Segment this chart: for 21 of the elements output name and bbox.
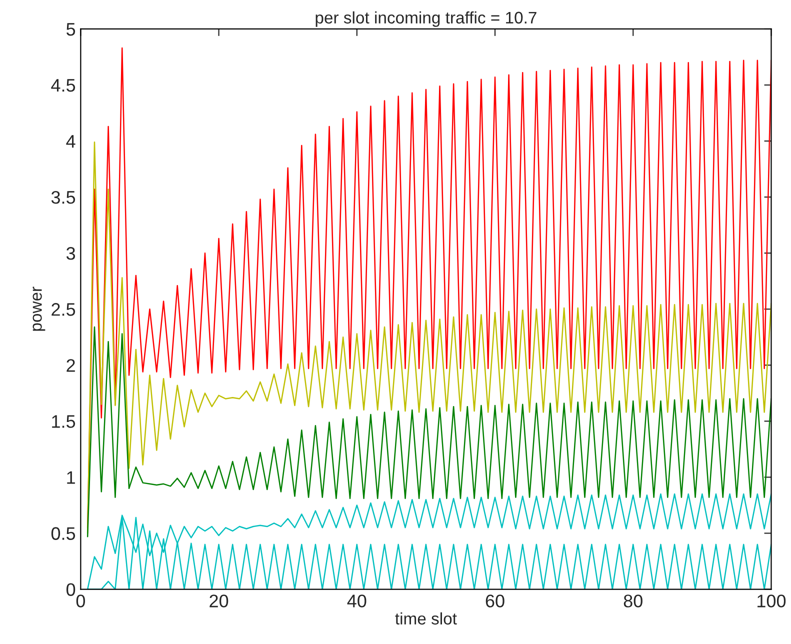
x-tick-label: 0 — [76, 594, 85, 608]
y-tick-label: 4.5 — [51, 79, 76, 92]
chart-title: per slot incoming traffic = 10.7 — [316, 11, 536, 27]
y-tick-label: 3 — [66, 247, 76, 260]
y-tick-label: 0 — [66, 583, 76, 596]
y-tick-label: 5 — [66, 23, 76, 36]
x-tick-label: 100 — [758, 594, 786, 608]
y-tick-label: 2.5 — [52, 303, 76, 316]
y-tick-label: 3.5 — [51, 191, 76, 204]
y-tick-label: 2 — [66, 359, 75, 372]
line-series — [86, 326, 772, 538]
y-tick-label: 4 — [66, 135, 76, 148]
y-tick-label: 1 — [67, 471, 75, 484]
x-tick-label: 20 — [210, 594, 228, 608]
y-axis-title: power — [32, 286, 46, 331]
x-tick-label: 60 — [486, 594, 504, 608]
x-tick-label: 40 — [347, 594, 366, 608]
x-tick-label: 80 — [624, 594, 642, 608]
y-tick-label: 1.5 — [52, 415, 76, 428]
y-tick-label: 0.5 — [51, 527, 76, 540]
x-axis-title: time slot — [395, 612, 457, 625]
